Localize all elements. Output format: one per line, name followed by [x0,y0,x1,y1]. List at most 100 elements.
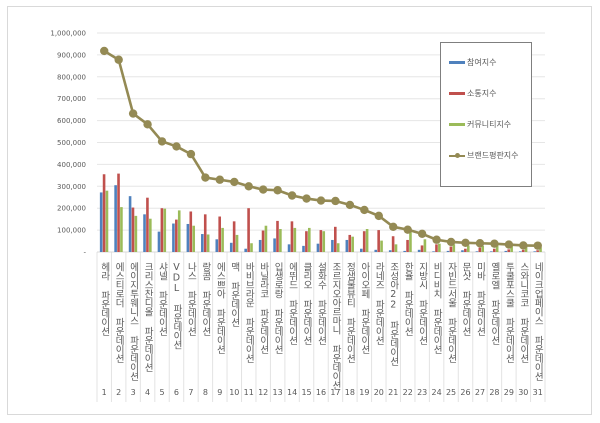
bar [302,245,305,252]
y-tick-label: 100,000 [57,227,86,235]
x-category-label: 지방시 파운데이션 [417,262,428,345]
x-rank-number: 31 [533,388,543,397]
line-marker [302,194,311,203]
line-marker [345,200,355,210]
bar [504,250,508,252]
x-category-label: 비디비치 파운데이션 [431,262,442,354]
bar [235,234,239,252]
line-marker [389,222,398,232]
bar [247,208,250,252]
bar [524,246,528,252]
bar [374,249,378,252]
x-rank-number: 8 [203,388,208,397]
bar [409,229,412,252]
bar [120,207,123,252]
bar [177,210,181,252]
line-marker [172,142,181,151]
bar [348,234,352,252]
x-category-label: 투쿨포스쿨 파운데이션 [503,262,514,363]
bar [273,238,276,252]
x-category-label: 샤넬 파운데이션 [157,262,168,336]
bar [464,248,467,252]
bar [276,220,279,252]
bar [146,197,149,252]
x-rank-number: 16 [316,388,326,397]
bar [435,244,438,252]
line-marker [201,173,210,182]
x-rank-number: 7 [188,388,193,397]
bar [336,243,340,252]
y-tick-label: 400,000 [57,161,86,169]
bar [143,214,146,252]
legend-item-brand-reputation: 브랜드평판지수 [449,150,519,161]
y-tick-label: 700,000 [57,95,86,103]
line-marker [143,120,152,129]
bar [293,227,297,252]
bar [536,250,539,252]
x-category-label: 문샷 파운데이션 [460,262,471,336]
line-marker [215,175,225,184]
bar [244,248,247,252]
x-rank-number: 18 [345,388,355,397]
x-category-label: 헤라 파운데이션 [99,261,110,336]
x-rank-number: 14 [287,388,297,397]
y-tick-label: 300,000 [57,183,86,191]
line-marker [128,109,138,118]
bar [102,174,106,252]
x-rank-number: 4 [145,388,150,397]
y-tick-label: - [83,249,86,257]
x-rank-number: 12 [258,388,268,397]
x-rank-number: 26 [460,388,470,397]
x-rank-number: 2 [116,388,121,397]
bar [261,230,265,252]
bar [134,215,138,252]
bar [377,230,380,252]
bar [478,247,482,252]
line-marker [374,211,384,221]
bar [287,244,291,252]
x-category-label: 한율 파운데이션 [402,262,413,336]
bar [105,190,109,252]
x-category-label: 입생로랑 파운데이션 [272,261,283,354]
bar [264,225,268,252]
x-category-label: 스와니코코 파운데이션 [518,262,529,363]
bar [507,249,511,252]
bar [452,244,456,252]
legend-item-community: 커뮤니티지수 [449,119,511,130]
line-marker [432,235,441,244]
bar [221,227,224,252]
x-rank-number: 23 [417,388,427,397]
x-category-label: 클리오 파운데이션 [301,262,312,345]
x-rank-number: 5 [159,388,164,397]
x-category-label: 아이오페 파운데이션 [359,262,370,354]
x-category-label: 조르지오아르마니 파운데이션 [330,262,341,390]
x-rank-number: 13 [273,388,283,397]
bar [518,251,522,252]
bar [206,234,210,252]
bar [290,221,294,252]
line-marker [316,196,326,205]
bar [490,251,493,252]
line-marker [504,240,514,249]
x-category-label: 라네즈 파운데이션 [373,262,384,345]
x-category-label: 정샘물뷰티 파운데이션 [344,262,355,363]
bar [189,211,193,252]
legend-line-marker-icon [449,152,465,159]
bar [149,218,152,252]
bar [345,239,349,252]
bar [229,242,233,252]
x-rank-number: 10 [229,388,239,397]
bar [417,249,421,252]
line-marker [446,237,456,247]
bar [305,231,308,252]
x-rank-number: 19 [359,388,369,397]
bar [423,239,427,252]
bar [215,239,219,252]
bar [406,239,409,252]
bar [279,229,282,252]
bar [160,208,164,252]
bar [192,225,195,252]
bar [186,223,190,252]
line-marker [490,239,499,248]
bar [250,243,253,252]
